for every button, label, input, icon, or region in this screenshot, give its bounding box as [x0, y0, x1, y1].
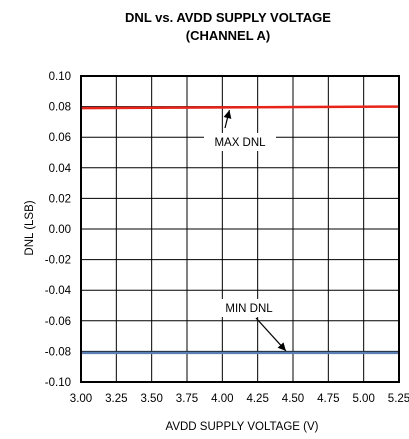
annotation-label: MAX DNL [214, 137, 266, 149]
y-tick-label: -0.08 [45, 346, 71, 358]
x-tick-label: 4.75 [317, 393, 339, 405]
series-layer [80, 105, 400, 355]
y-axis-label: DNL (LSB) [24, 200, 36, 255]
plot-frame [80, 75, 400, 383]
y-tick-label: 0.02 [49, 193, 71, 205]
y-tick-label: -0.10 [45, 377, 71, 389]
annotation-label: MIN DNL [225, 303, 273, 315]
annotations: MAX DNL MIN DNL [204, 109, 287, 352]
grid [81, 76, 399, 382]
chart-title: DNL vs. AVDD SUPPLY VOLTAGE [125, 10, 331, 25]
annotation-box [214, 299, 284, 317]
x-tick-label: 3.75 [176, 393, 198, 405]
y-tick-label: -0.04 [45, 285, 72, 297]
tick-labels: 3.00 3.25 3.50 3.75 4.00 4.25 4.50 4.75 5.00 5.25… [45, 71, 409, 405]
y-tick-label: 0.04 [49, 163, 72, 175]
chart-subtitle: (CHANNEL A) [186, 28, 271, 43]
y-tick-label: -0.06 [45, 316, 71, 328]
series-line [80, 105, 400, 110]
x-tick-label: 5.00 [352, 393, 374, 405]
x-tick-label: 3.25 [105, 393, 127, 405]
y-tick-label: 0.08 [49, 102, 71, 114]
y-tick-label: 0.10 [49, 71, 71, 83]
x-tick-label: 3.00 [70, 393, 92, 405]
annotation-box [204, 133, 276, 151]
x-tick-label: 3.50 [140, 393, 162, 405]
annotation-arrowhead [277, 342, 286, 351]
x-tick-label: 4.00 [211, 393, 233, 405]
y-tick-label: 0.00 [49, 224, 71, 236]
x-tick-label: 4.25 [246, 393, 268, 405]
x-tick-label: 5.25 [388, 393, 409, 405]
x-axis-label: AVDD SUPPLY VOLTAGE (V) [166, 421, 319, 433]
y-tick-label: -0.02 [45, 255, 71, 267]
annotation-arrowhead [223, 110, 232, 119]
x-tick-label: 4.50 [282, 393, 304, 405]
y-tick-label: 0.06 [49, 132, 71, 144]
